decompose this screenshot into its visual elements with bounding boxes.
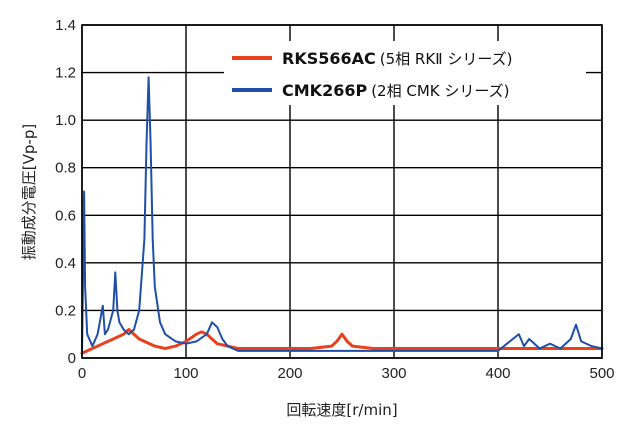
legend-name-cmk266p: CMK266P — [282, 81, 367, 100]
legend-desc-cmk266p: (2相 CMK シリーズ) — [371, 82, 509, 100]
y-tick-label: 1.4 — [55, 17, 76, 34]
tick-labels: 0 100 200 300 400 500 0 0.2 0.4 0.6 0.8 1.0 1.2 1.4 — [55, 17, 614, 382]
x-tick-label: 500 — [589, 365, 614, 382]
series-line-rks566ac — [80, 328, 604, 355]
x-tick-label: 0 — [78, 365, 86, 382]
y-tick-label: 1.2 — [55, 65, 76, 82]
series-lines — [80, 76, 604, 355]
y-tick-label: 0.4 — [55, 255, 76, 272]
x-axis-title: 回転速度[r/min] — [286, 401, 397, 419]
x-tick-label: 100 — [173, 365, 198, 382]
y-axis-title: 振動成分電圧[Vp-p] — [20, 124, 38, 260]
legend-label-cmk266p: CMK266P (2相 CMK シリーズ) — [282, 81, 509, 100]
y-tick-label: 1.0 — [55, 112, 76, 129]
x-tick-label: 300 — [381, 365, 406, 382]
legend-name-rks566ac: RKS566AC — [282, 49, 376, 68]
y-tick-label: 0 — [68, 350, 76, 367]
x-tick-label: 400 — [485, 365, 510, 382]
y-tick-label: 0.6 — [55, 207, 76, 224]
legend-label-rks566ac: RKS566AC (5相 RKⅡ シリーズ) — [282, 49, 512, 68]
legend-background — [224, 41, 586, 105]
y-tick-label: 0.2 — [55, 302, 76, 319]
legend: RKS566AC (5相 RKⅡ シリーズ) CMK266P (2相 CMK シリー… — [224, 41, 586, 105]
plot-frame — [81, 24, 603, 359]
legend-desc-rks566ac: (5相 RKⅡ シリーズ) — [380, 50, 513, 68]
series-line-cmk266p — [81, 76, 603, 355]
y-tick-label: 0.8 — [55, 160, 76, 177]
x-tick-label: 200 — [277, 365, 302, 382]
